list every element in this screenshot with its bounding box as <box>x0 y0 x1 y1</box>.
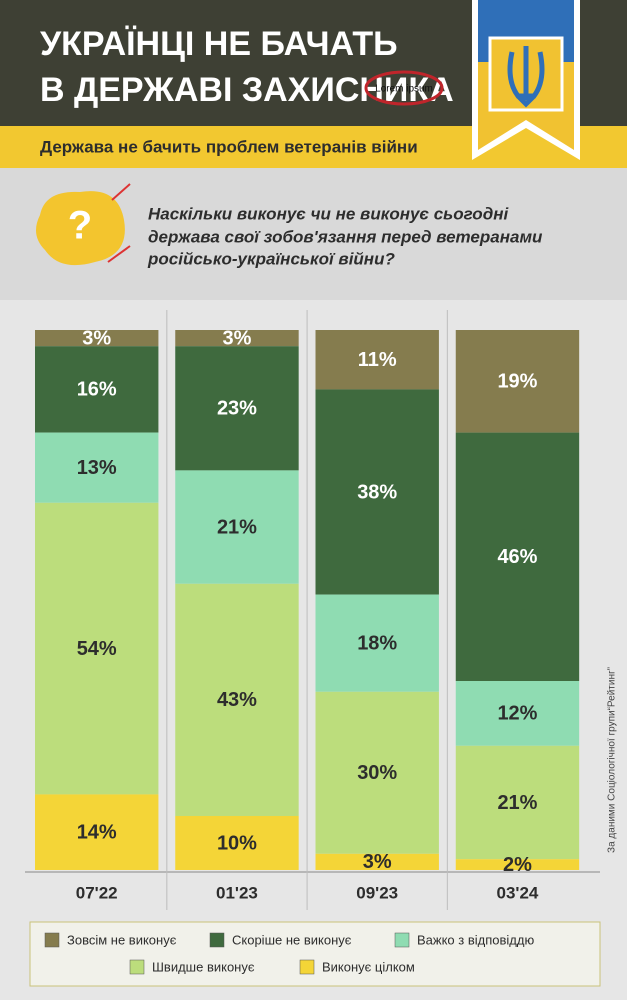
bar-segment <box>455 681 580 746</box>
bar-segment <box>35 432 159 503</box>
bar-segment <box>35 794 159 870</box>
question-line: держава свої зобов'язання перед ветерана… <box>148 227 543 246</box>
value-label: 16% <box>77 379 117 401</box>
value-label: 46% <box>497 546 537 568</box>
subtitle: Держава не бачить проблем ветеранів війн… <box>40 137 418 156</box>
legend-label: Важко з відповіддю <box>417 932 534 947</box>
legend-label: Виконує цілком <box>322 959 415 974</box>
value-label: 30% <box>357 762 397 784</box>
bar-segment <box>175 470 299 584</box>
bar-segment <box>315 389 439 595</box>
value-label: 3% <box>223 327 252 349</box>
bar-segment <box>315 691 439 854</box>
annotation: Lorem ipsum <box>375 84 433 95</box>
bar-segment <box>175 346 299 471</box>
legend-swatch <box>44 932 60 948</box>
value-label: 12% <box>497 703 537 725</box>
x-tick-label: 09'23 <box>356 883 398 902</box>
value-label: 14% <box>77 821 117 843</box>
annotation-circle <box>364 70 444 106</box>
legend-label: Скоріше не виконує <box>232 932 352 947</box>
value-label: 19% <box>497 371 537 393</box>
value-label: 21% <box>217 516 257 538</box>
bar-segment <box>455 745 580 860</box>
x-tick-label: 07'22 <box>76 883 118 902</box>
legend <box>29 921 601 987</box>
question-icon: ? <box>36 183 131 266</box>
value-label: 38% <box>357 481 397 503</box>
legend-swatch <box>129 959 145 975</box>
value-label: 2% <box>503 854 532 876</box>
svg-text:?: ? <box>68 204 92 248</box>
legend-label: Швидше виконує <box>152 959 255 974</box>
value-label: 18% <box>357 632 397 654</box>
value-label: 21% <box>497 792 537 814</box>
source: За даними Соціологічної групи“Рейтинг” <box>607 667 618 853</box>
title-line: УКРАЇНЦІ НЕ БАЧАТЬ <box>40 25 398 63</box>
bar-segment <box>455 432 580 681</box>
value-label: 23% <box>217 398 257 420</box>
question-line: російсько-української війни? <box>147 249 395 268</box>
legend-label: Зовсім не виконує <box>67 932 177 947</box>
bar-segment <box>315 853 439 870</box>
bar-segment <box>35 346 159 433</box>
legend-swatch <box>394 932 410 948</box>
value-label: 10% <box>217 832 257 854</box>
bar-segment <box>315 330 439 390</box>
value-label: 3% <box>363 851 392 873</box>
bar-segment <box>35 330 159 347</box>
legend-swatch <box>299 959 315 975</box>
value-label: 11% <box>358 349 397 371</box>
value-label: 3% <box>82 327 111 349</box>
bar-segment <box>35 502 159 795</box>
value-label: 43% <box>217 689 257 711</box>
bar-segment <box>175 816 299 870</box>
bar-segment <box>455 859 580 870</box>
bar-segment <box>315 594 439 692</box>
legend-swatch <box>209 932 225 948</box>
value-label: 13% <box>77 457 117 479</box>
value-label: 54% <box>77 638 117 660</box>
x-tick-label: 03'24 <box>497 883 539 902</box>
subtitle-band <box>0 126 627 168</box>
bar-segment <box>455 330 580 433</box>
emblem <box>472 0 580 160</box>
bar-segment <box>175 330 299 347</box>
bar-segment <box>175 583 299 816</box>
x-tick-label: 01'23 <box>216 883 258 902</box>
question-line: Наскільки виконує чи не виконує сьогодні <box>148 204 509 223</box>
